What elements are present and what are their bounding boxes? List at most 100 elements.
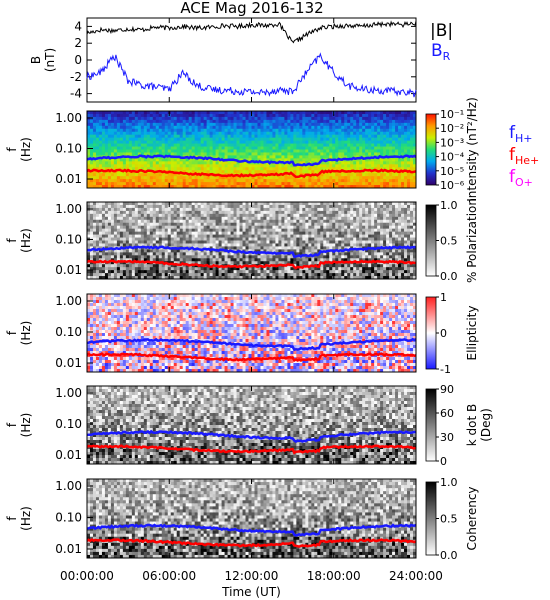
spectrogram-cell bbox=[170, 258, 175, 262]
spectrogram-cell bbox=[263, 228, 267, 233]
spectrogram-cell bbox=[176, 213, 181, 218]
spectrogram-cell bbox=[104, 204, 109, 209]
spectrogram-cell bbox=[251, 128, 255, 133]
spectrogram-cell bbox=[95, 207, 100, 212]
spectrogram-cell bbox=[272, 276, 276, 279]
spectrogram-cell bbox=[308, 125, 312, 130]
spectrogram-cell bbox=[185, 113, 190, 118]
spectrogram-cell bbox=[371, 149, 375, 153]
spectrogram-cell bbox=[194, 219, 199, 224]
spectrogram-cell bbox=[158, 234, 163, 238]
spectrogram-cell bbox=[215, 243, 219, 247]
spectrogram-cell bbox=[92, 222, 97, 227]
spectrogram-cell bbox=[137, 119, 142, 124]
spectrogram-cell bbox=[155, 255, 160, 259]
spectrogram-cell bbox=[158, 231, 163, 235]
spectrogram-cell bbox=[269, 158, 273, 162]
spectrogram-cell bbox=[137, 270, 142, 274]
spectrogram-cell bbox=[260, 249, 264, 253]
spectrogram-cell bbox=[365, 152, 369, 156]
spectrogram-cell bbox=[320, 131, 324, 136]
spectrogram-cell bbox=[170, 231, 175, 235]
spectrogram-cell bbox=[221, 152, 225, 156]
spectrogram-cell bbox=[89, 111, 94, 115]
spectrogram-cell bbox=[272, 111, 276, 115]
spectrogram-cell bbox=[164, 264, 169, 268]
spectrogram-cell bbox=[380, 158, 384, 162]
spectrogram-cell bbox=[239, 146, 243, 150]
spectrogram-cell bbox=[89, 261, 94, 265]
spectrogram-cell bbox=[98, 273, 103, 277]
spectrogram-cell bbox=[206, 146, 211, 150]
spectrogram-cell bbox=[338, 161, 342, 165]
spectrogram-cell bbox=[149, 219, 154, 224]
spectrogram-cell bbox=[188, 128, 193, 133]
spectrogram-cell bbox=[335, 128, 339, 133]
spectrogram-cell bbox=[398, 161, 402, 165]
spectrogram-cell bbox=[143, 240, 148, 244]
spectrogram-cell bbox=[410, 128, 414, 133]
spectrogram-cell bbox=[347, 164, 351, 168]
spectrogram-cell bbox=[170, 225, 175, 230]
spectrogram-cell bbox=[311, 128, 315, 133]
spectrogram-cell bbox=[395, 128, 399, 133]
spectrogram-cell bbox=[209, 225, 214, 230]
spectrogram-cell bbox=[290, 270, 294, 274]
spectrogram-cell bbox=[158, 143, 163, 147]
spectrogram-cell bbox=[122, 261, 127, 265]
spectrogram-cell bbox=[293, 122, 297, 127]
spectrogram-cell bbox=[182, 273, 187, 277]
spectrogram-cell bbox=[209, 176, 214, 180]
spectrogram-cell bbox=[239, 131, 243, 136]
spectrogram-cell bbox=[356, 116, 360, 121]
spectrogram-cell bbox=[245, 164, 249, 168]
spectrogram-cell bbox=[239, 152, 243, 156]
spectrogram-cell bbox=[224, 255, 228, 259]
spectrogram-cell bbox=[350, 182, 354, 186]
spectrogram-cell bbox=[128, 249, 133, 253]
spectrogram-cell bbox=[191, 116, 196, 121]
spectrogram-cell bbox=[104, 161, 109, 165]
spectrogram-cell bbox=[161, 176, 166, 180]
spectrogram-cell bbox=[152, 164, 157, 168]
spectrogram-cell bbox=[92, 237, 97, 241]
spectrogram-cell bbox=[272, 155, 276, 159]
spectrogram-cell bbox=[278, 213, 282, 218]
spectrogram-cell bbox=[284, 207, 288, 212]
spectrogram-cell bbox=[281, 267, 285, 271]
spectrogram-cell bbox=[293, 170, 297, 174]
spectrogram-cell bbox=[176, 146, 181, 150]
spectrogram-cell bbox=[191, 267, 196, 271]
spectrogram-cell bbox=[158, 222, 163, 227]
spectrogram-cell bbox=[95, 228, 100, 233]
spectrogram-cell bbox=[221, 216, 225, 221]
spectrogram-cell bbox=[362, 161, 366, 165]
spectrogram-cell bbox=[281, 146, 285, 150]
spectrogram-cell bbox=[185, 131, 190, 136]
spectrogram-cell bbox=[113, 240, 118, 244]
spectrogram-cell bbox=[338, 155, 342, 159]
y-label-line: (nT) bbox=[43, 48, 57, 72]
spectrogram-cell bbox=[173, 158, 178, 162]
spectrogram-cell bbox=[368, 113, 372, 118]
spectrogram-cell bbox=[302, 261, 306, 265]
spectrogram-cell bbox=[299, 216, 303, 221]
spectrogram-cell bbox=[104, 202, 109, 206]
spectrogram-cell bbox=[101, 161, 106, 165]
spectrogram-cell bbox=[206, 237, 211, 241]
spectrogram-cell bbox=[152, 161, 157, 165]
spectrogram-cell bbox=[152, 207, 157, 212]
spectrogram-cell bbox=[149, 234, 154, 238]
spectrogram-cell bbox=[278, 210, 282, 215]
spectrogram-cell bbox=[350, 134, 354, 139]
colorbar-tick-label: 10⁻⁵ bbox=[440, 165, 464, 178]
spectrogram-cell bbox=[101, 140, 106, 144]
spectrogram-cell bbox=[284, 234, 288, 238]
spectrogram-cell bbox=[134, 267, 139, 271]
spectrogram-cell bbox=[353, 161, 357, 165]
spectrogram-cell bbox=[392, 134, 396, 139]
spectrogram-cell bbox=[140, 258, 145, 262]
spectrogram-cell bbox=[92, 225, 97, 230]
spectrogram-cell bbox=[191, 134, 196, 139]
spectrogram-cell bbox=[287, 179, 291, 183]
